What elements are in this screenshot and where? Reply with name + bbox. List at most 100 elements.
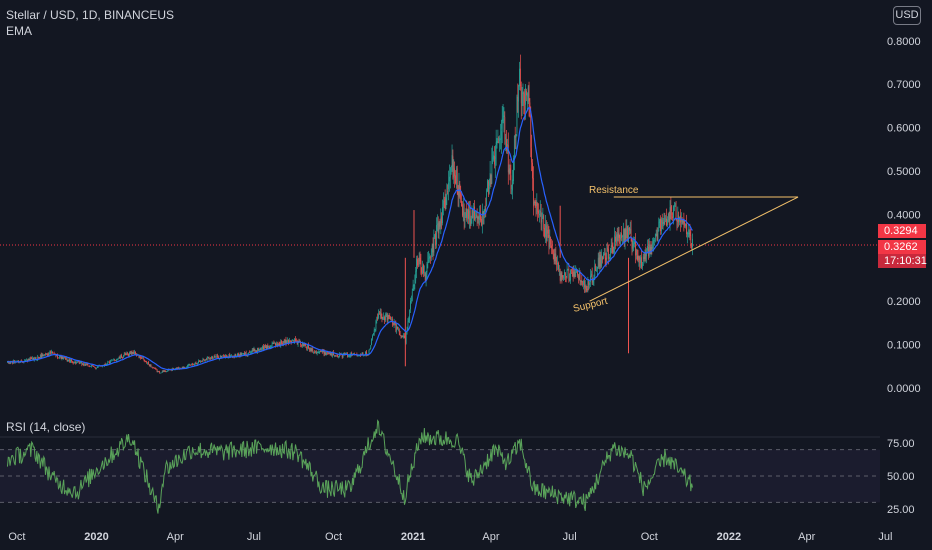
rsi-axis[interactable]: 75.00 50.00 25.00: [887, 438, 915, 516]
candle-body: [237, 354, 238, 357]
candle-body: [111, 359, 113, 361]
candle-body: [489, 173, 491, 186]
candle-body: [326, 352, 327, 355]
candle-body: [72, 361, 74, 364]
candle-body: [148, 364, 150, 367]
candle-body: [174, 368, 176, 370]
candle-body: [27, 358, 29, 362]
candle-body: [468, 209, 469, 219]
candle-body: [45, 354, 46, 356]
rsi-legend[interactable]: RSI (14, close): [6, 420, 86, 434]
candle-body: [370, 345, 372, 349]
candle-body: [164, 370, 166, 372]
candle-body: [411, 300, 412, 301]
currency-button[interactable]: USD: [893, 6, 921, 25]
candle-body: [379, 312, 381, 315]
candle-body: [641, 264, 643, 269]
time-axis[interactable]: Oct 2020 Apr Jul Oct 2021 Apr Jul Oct 2022 Apr Jul: [8, 531, 892, 543]
candle-body: [460, 189, 462, 200]
candle-body: [182, 367, 184, 368]
candle-body: [517, 96, 519, 101]
candle-body: [96, 367, 97, 369]
candle-body: [59, 355, 61, 357]
candle-body: [239, 353, 241, 358]
candle-body: [531, 148, 532, 163]
candle-body: [626, 226, 628, 238]
candle-body: [525, 88, 526, 105]
candle-body: [88, 366, 90, 367]
ema-legend[interactable]: EMA: [6, 24, 33, 38]
candle-body: [329, 353, 331, 355]
candle-body: [187, 365, 188, 368]
candle-body: [58, 357, 59, 359]
trendlines[interactable]: [589, 196, 799, 302]
candle-body: [622, 229, 624, 238]
candle-body: [554, 253, 556, 261]
candle-body: [73, 362, 75, 364]
candle-body: [29, 358, 31, 360]
candle-body: [607, 247, 609, 249]
candle-body: [405, 332, 407, 343]
candle-body: [378, 313, 379, 319]
rsi-tick-label: 75.00: [887, 438, 915, 450]
candle-body: [566, 269, 568, 278]
candle-body: [208, 357, 210, 359]
candle-body: [210, 358, 212, 360]
candle-body: [241, 353, 243, 356]
candle-body: [400, 335, 402, 338]
candle-body: [600, 254, 602, 267]
price-axis[interactable]: 0.80000.70000.60000.50000.40000.30000.20…: [887, 36, 921, 395]
candle-body: [262, 346, 263, 349]
candle-body: [430, 257, 431, 259]
candle-body: [90, 366, 91, 368]
candle-body: [292, 340, 294, 341]
candle-body: [558, 269, 560, 270]
candle-body: [33, 357, 34, 360]
candle-body: [663, 221, 665, 224]
rsi-polyline: [6, 419, 694, 514]
candle-body: [494, 155, 495, 165]
candle-body: [259, 349, 261, 350]
candle-body: [614, 235, 616, 249]
candle-body: [682, 219, 684, 223]
candle-body: [570, 270, 571, 281]
candle-body: [480, 214, 481, 221]
candle-body: [313, 351, 314, 353]
candle-body: [602, 256, 603, 260]
candle-body: [596, 269, 597, 271]
candle-body: [635, 249, 637, 256]
candle-body: [256, 350, 257, 353]
candle-body: [674, 205, 675, 207]
candle-body: [394, 322, 396, 324]
candle-body: [129, 352, 130, 356]
candle-body: [282, 343, 283, 345]
candle-body: [251, 349, 253, 352]
candle-body: [309, 347, 311, 350]
candle-body: [410, 300, 411, 310]
candle-body: [541, 219, 543, 223]
candle-body: [192, 363, 193, 365]
symbol-title[interactable]: Stellar / USD, 1D, BINANCEUS: [6, 8, 175, 22]
candle-body: [419, 257, 421, 262]
candle-body: [481, 211, 483, 225]
candle-body: [77, 361, 78, 363]
price-tick-label: 0.8000: [887, 36, 921, 48]
candle-body: [603, 253, 604, 259]
candle-body: [462, 208, 464, 216]
candle-body: [323, 350, 325, 355]
candle-body: [283, 341, 285, 343]
candle-body: [214, 355, 216, 358]
candle-body: [196, 363, 198, 365]
candle-body: [147, 362, 148, 364]
candle-body: [591, 273, 593, 284]
candle-body: [603, 254, 605, 255]
candle-body: [316, 352, 318, 354]
candle-body: [163, 370, 165, 372]
candle-body: [158, 371, 160, 372]
candle-body: [523, 93, 525, 103]
candle-body: [68, 359, 70, 361]
candle-body: [571, 270, 573, 272]
candle-body: [527, 87, 529, 97]
candle-body: [568, 268, 570, 281]
